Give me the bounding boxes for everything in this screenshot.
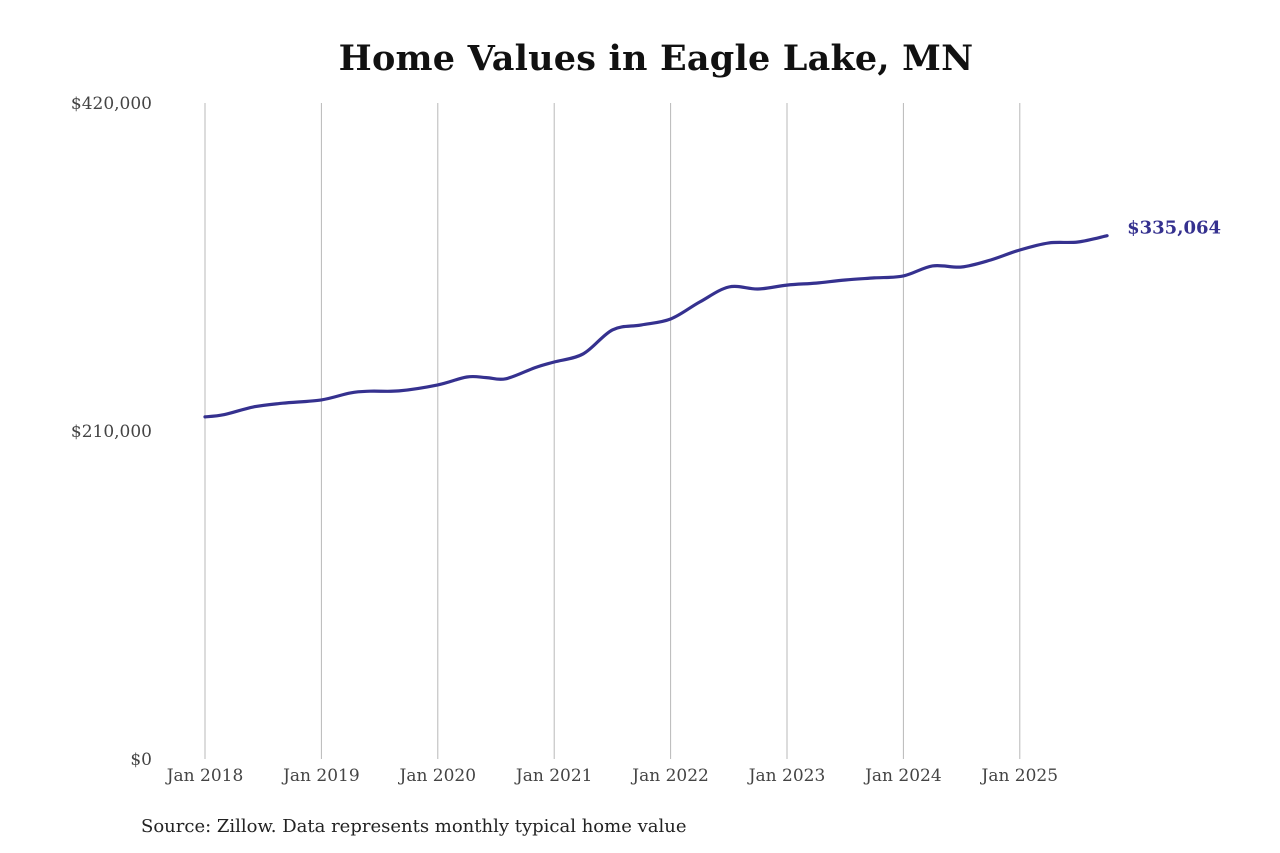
x-tick-label: Jan 2025: [980, 766, 1059, 786]
x-tick-label: Jan 2021: [514, 766, 593, 786]
x-tick-label: Jan 2019: [281, 766, 360, 786]
x-tick-label: Jan 2024: [863, 766, 942, 786]
end-value-label: $335,064: [1127, 218, 1221, 239]
x-tick-label: Jan 2020: [398, 766, 477, 786]
y-tick-label: $210,000: [71, 422, 152, 442]
y-tick-label: $420,000: [71, 94, 152, 114]
x-tick-label: Jan 2022: [630, 766, 709, 786]
x-axis-labels: Jan 2018 Jan 2019 Jan 2020 Jan 2021 Jan 2022…: [165, 766, 1058, 786]
y-axis-labels: $0 $210,000 $420,000: [71, 94, 152, 770]
x-tick-label: Jan 2023: [747, 766, 826, 786]
chart-title: Home Values in Eagle Lake, MN: [338, 38, 974, 79]
source-note: Source: Zillow. Data represents monthly …: [141, 816, 687, 837]
home-value-line: [203, 234, 1109, 419]
vertical-gridlines: [204, 103, 1021, 759]
y-tick-label: $0: [130, 750, 152, 770]
x-tick-label: Jan 2018: [165, 766, 244, 786]
